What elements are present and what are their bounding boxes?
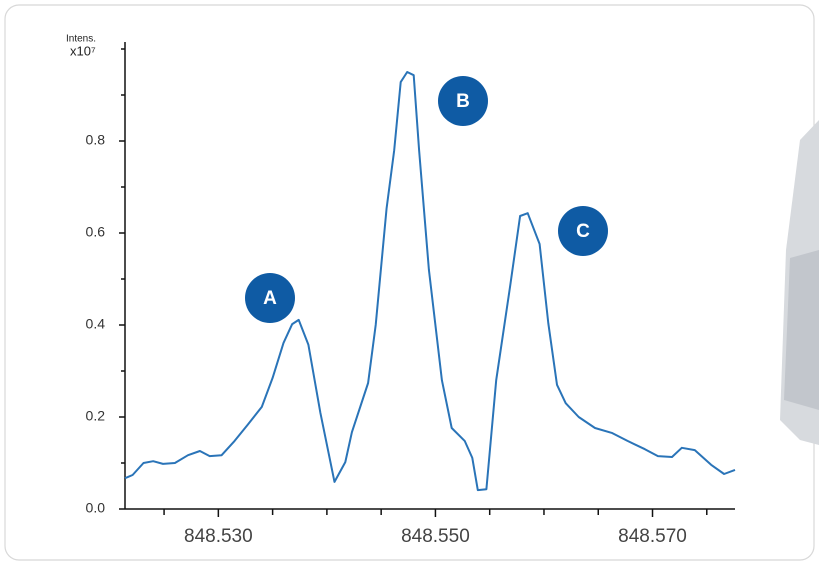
chart: Intens. x10⁷ 0.00.20.40.60.8848.530848.5… — [0, 0, 819, 568]
annotation-label: A — [263, 288, 277, 309]
annotation-label: B — [456, 91, 470, 112]
y-tick-label: 0.4 — [86, 316, 106, 332]
annotation-label: C — [576, 221, 590, 242]
page: {"chart_data": { "type": "line", "y_labe… — [0, 0, 819, 568]
y-tick-label: 0.0 — [86, 500, 106, 516]
x-tick-label: 848.550 — [401, 526, 470, 547]
annotation: A — [245, 273, 295, 323]
y-scale-label: x10⁷ — [70, 43, 96, 58]
x-tick-label: 848.570 — [618, 526, 687, 547]
annotation: C — [558, 206, 608, 256]
x-tick-label: 848.530 — [184, 526, 253, 547]
y-tick-label: 0.6 — [86, 224, 106, 240]
y-tick-label: 0.2 — [86, 408, 106, 424]
annotation: B — [438, 76, 488, 126]
y-tick-label: 0.8 — [86, 132, 106, 148]
